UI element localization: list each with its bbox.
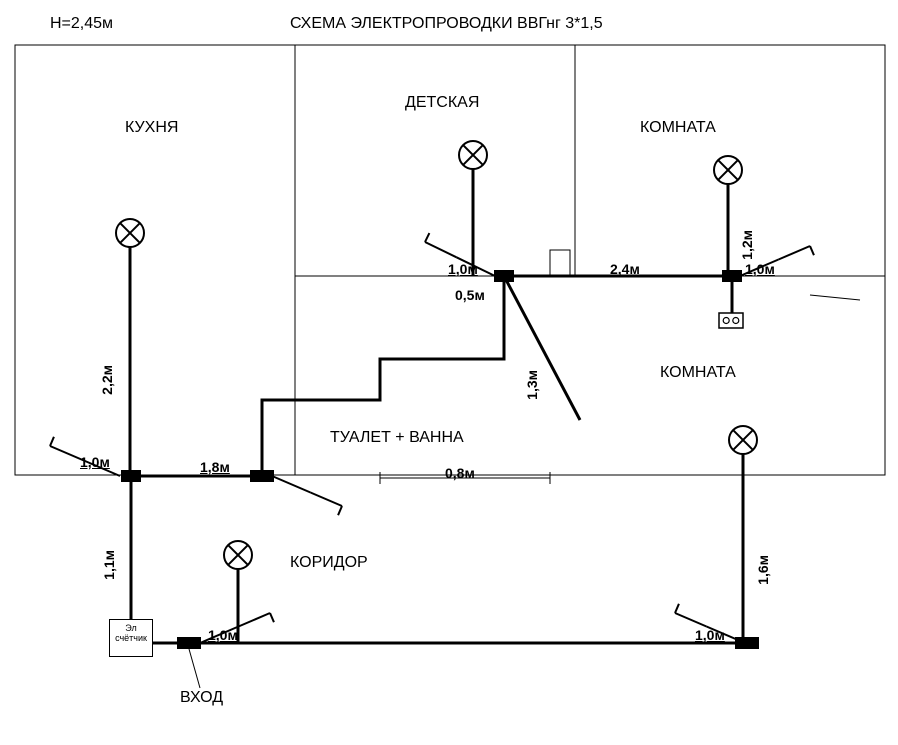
dim-room1-span: 2,4м [610,262,640,276]
dim-bath: 0,8м [445,466,475,480]
dim-nursery-diag: 1,3м [525,370,539,400]
junction-box-room2 [735,637,759,649]
junction-box-nursery [494,270,514,282]
wiring-diagram: Н=2,45м СХЕМА ЭЛЕКТРОПРОВОДКИ ВВГнг 3*1,… [0,0,898,745]
label-corridor: КОРИДОР [290,555,368,571]
label-nursery: ДЕТСКАЯ [405,95,479,111]
label-kitchen: КУХНЯ [125,120,178,136]
wire-6 [262,276,504,476]
door-notch [550,250,570,276]
dim-jb-jb: 1,8м [200,460,230,474]
dim-nursery-sw: 1,0м [448,262,478,276]
label-bathroom: ТУАЛЕТ + ВАННА [330,430,464,446]
wire-12 [504,276,580,420]
electric-meter: Элсчётчик [109,619,153,657]
dim-corr-sw: 1,0м [208,628,238,642]
entrance-label: ВХОД [180,690,223,706]
dim-room1-sw: 1,0м [745,262,775,276]
entrance-leader [189,649,200,688]
switch-corr_mid [272,476,311,493]
junction-box-room1 [722,270,742,282]
dim-room2-drop: 1,6м [756,555,770,585]
junction-box-kitchen [121,470,141,482]
outlet-icon [719,313,743,328]
dim-kitchen-corr: 1,1м [102,550,116,580]
label-room2: КОМНАТА [660,365,736,381]
dim-nursery-jb: 0,5м [455,288,485,302]
dim-kitchen-drop: 2,2м [100,365,114,395]
dim-kitchen-sw: 1,0м [80,455,110,469]
label-room1: КОМНАТА [640,120,716,136]
dim-room2-sw: 1,0м [695,628,725,642]
stub-right [810,295,860,300]
dim-room1-drop: 1,2м [740,230,754,260]
junction-box-corr2 [250,470,274,482]
junction-box-corr_left [177,637,201,649]
